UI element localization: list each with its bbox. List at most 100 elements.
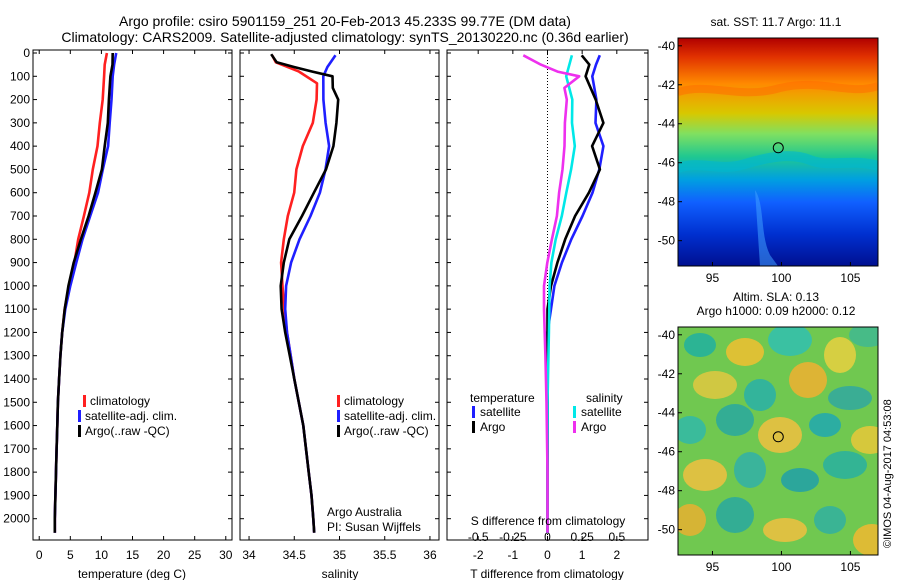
legend-swatch-sal-satellite [573,406,576,418]
map-y-tick-label: -40 [658,39,676,53]
y-tick-label: 800 [10,232,30,246]
temperature-x-ticks: 0 5 10 15 20 25 30 [36,50,233,562]
x-tick-label: 36 [423,548,437,562]
sla-eddy [758,417,802,453]
salinity-legend: climatology satellite-adj. clim. Argo(..… [337,394,436,438]
x-tick-label: 20 [157,548,171,562]
temperature-legend: climatology satellite-adj. clim. Argo(..… [78,394,177,438]
sla-eddy [814,506,846,534]
map-x-tick-label: 105 [840,560,860,574]
legend-label-satellite: satellite-adj. clim. [344,409,436,423]
salinity-panel: 34 34.5 35 35.5 36 salinity climatology sate… [239,49,440,580]
agency-label: Argo Australia [327,505,402,519]
x-tick-label: 34.5 [283,548,307,562]
sla-eddy [683,459,727,491]
series-line-argo-raw-qc- [270,53,340,533]
series-line-salinity-argo [522,54,581,533]
salinity-y-ticks [240,52,439,520]
sla-eddy [824,337,856,373]
y-tick-label: 1500 [3,395,30,409]
sla-eddy [693,371,737,399]
x-tick-label: -1 [508,548,519,562]
map-y-tick-label: -50 [658,234,676,248]
sla-eddy [678,504,706,536]
legend-header-temperature: temperature [470,391,535,405]
sla-eddy [716,404,754,436]
map-y-tick-label: -46 [658,445,676,459]
difference-y-ticks [447,52,648,520]
sla-x-ticks: 95 100 105 [706,551,861,574]
sla-y-ticks: -40 -42 -44 -46 -48 -50 [658,328,682,537]
y-tick-label: 1000 [3,279,30,293]
y-tick-label: 1600 [3,419,30,433]
temperature-series [53,52,118,533]
x-tick-label: 5 [67,548,74,562]
sst-map-title: sat. SST: 11.7 Argo: 11.1 [711,15,842,29]
y-tick-label: 1800 [3,465,30,479]
y-tick-label: 1900 [3,488,30,502]
temperature-y-ticks: 0 100 200 300 400 500 600 700 800 900 1000 1100 1200… [3,46,232,526]
y-tick-label: 2000 [3,512,30,526]
sla-eddy [734,452,766,488]
sla-eddy [726,338,764,366]
map-x-tick-label: 100 [771,271,791,285]
sla-eddy [684,333,716,357]
x-tick-label: 0 [36,548,43,562]
map-y-tick-label: -48 [658,195,676,209]
y-tick-label: 1700 [3,442,30,456]
salinity-axes-box [239,49,440,541]
salinity-series [270,53,340,533]
sla-eddy [828,386,872,410]
difference-series [522,54,605,533]
series-line-salinity-satellite [546,54,577,533]
sla-eddy [763,518,807,542]
x-tick-label: 10 [95,548,109,562]
difference-x-label: T difference from climatology [470,567,624,580]
y-tick-label: 1200 [3,325,30,339]
map-y-tick-label: -42 [658,78,676,92]
y-tick-label: 100 [10,69,30,83]
y-tick-label: 600 [10,186,30,200]
legend-label-temp-argo: Argo [480,420,506,434]
x-tick-label: 25 [188,548,202,562]
y-tick-label: 700 [10,209,30,223]
sst-map-panel: sat. SST: 11.7 Argo: 11.1 95 100 105 -40-4… [658,15,879,285]
legend-swatch-climatology [337,395,340,407]
y-tick-label: 1400 [3,372,30,386]
sla-map-frame [677,326,879,556]
map-y-tick-label: -44 [658,406,676,420]
sst-y-ticks: -40 -42 -44 -46 -48 -50 [658,39,682,248]
legend-swatch-satellite [337,410,340,422]
y-tick-label: 1300 [3,349,30,363]
y-tick-label: 200 [10,93,30,107]
x-tick-label: 1 [579,548,586,562]
sla-eddy [809,413,841,437]
legend-label-climatology: climatology [344,394,404,408]
top-x-tick-label: 0.5 [608,530,625,544]
sla-eddy [851,426,878,454]
top-x-tick-label: 0.25 [570,530,594,544]
map-y-tick-label: -44 [658,117,676,131]
legend-swatch-satellite [78,410,81,422]
legend-swatch-sal-argo [573,421,576,433]
y-tick-label: 0 [23,46,30,60]
legend-swatch-temp-argo [472,421,475,433]
sla-eddy [678,416,706,444]
temperature-axes-box [32,49,233,541]
y-tick-label: 500 [10,162,30,176]
legend-label-argo: Argo(..raw -QC) [344,424,429,438]
map-x-tick-label: 95 [706,271,720,285]
map-y-tick-label: -50 [658,523,676,537]
sla-eddy [716,497,754,533]
legend-label-sal-argo: Argo [581,420,607,434]
sla-eddy [823,451,867,479]
sla-eddy [849,327,878,347]
sst-front-feature [678,151,878,173]
sla-eddy [789,362,827,398]
map-y-tick-label: -46 [658,156,676,170]
legend-label-satellite: satellite-adj. clim. [85,409,177,423]
legend-label-temp-satellite: satellite [480,405,521,419]
difference-legend: temperature salinity satellite Argo sate… [470,391,623,434]
